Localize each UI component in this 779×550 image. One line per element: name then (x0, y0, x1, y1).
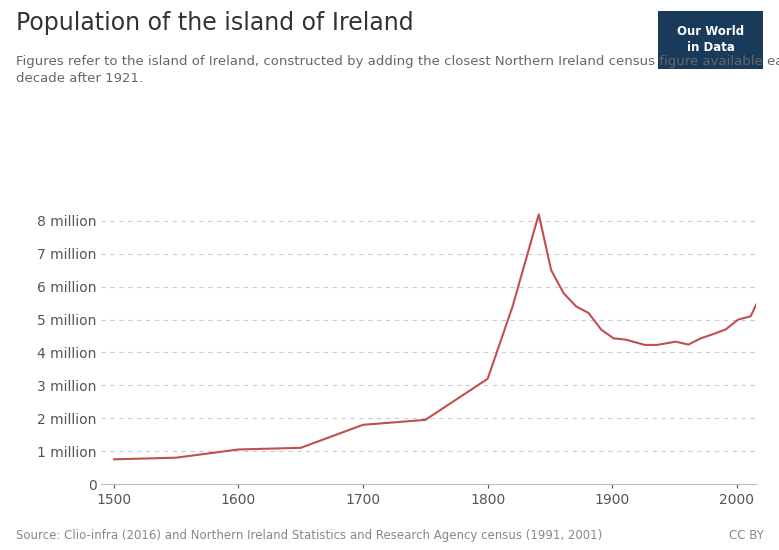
Text: Figures refer to the island of Ireland, constructed by adding the closest Northe: Figures refer to the island of Ireland, … (16, 55, 779, 85)
Text: Our World
in Data: Our World in Data (677, 25, 745, 54)
Text: Population of the island of Ireland: Population of the island of Ireland (16, 11, 413, 35)
Text: Source: Clio-infra (2016) and Northern Ireland Statistics and Research Agency ce: Source: Clio-infra (2016) and Northern I… (16, 529, 602, 542)
Text: CC BY: CC BY (728, 529, 763, 542)
